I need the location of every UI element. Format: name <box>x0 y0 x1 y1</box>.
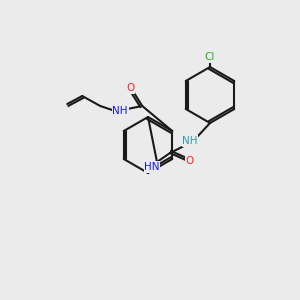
Text: NH: NH <box>112 106 128 116</box>
Text: NH: NH <box>182 136 198 146</box>
Text: HN: HN <box>144 162 160 172</box>
Text: O: O <box>126 83 134 93</box>
Text: O: O <box>186 156 194 166</box>
Text: Cl: Cl <box>205 52 215 62</box>
